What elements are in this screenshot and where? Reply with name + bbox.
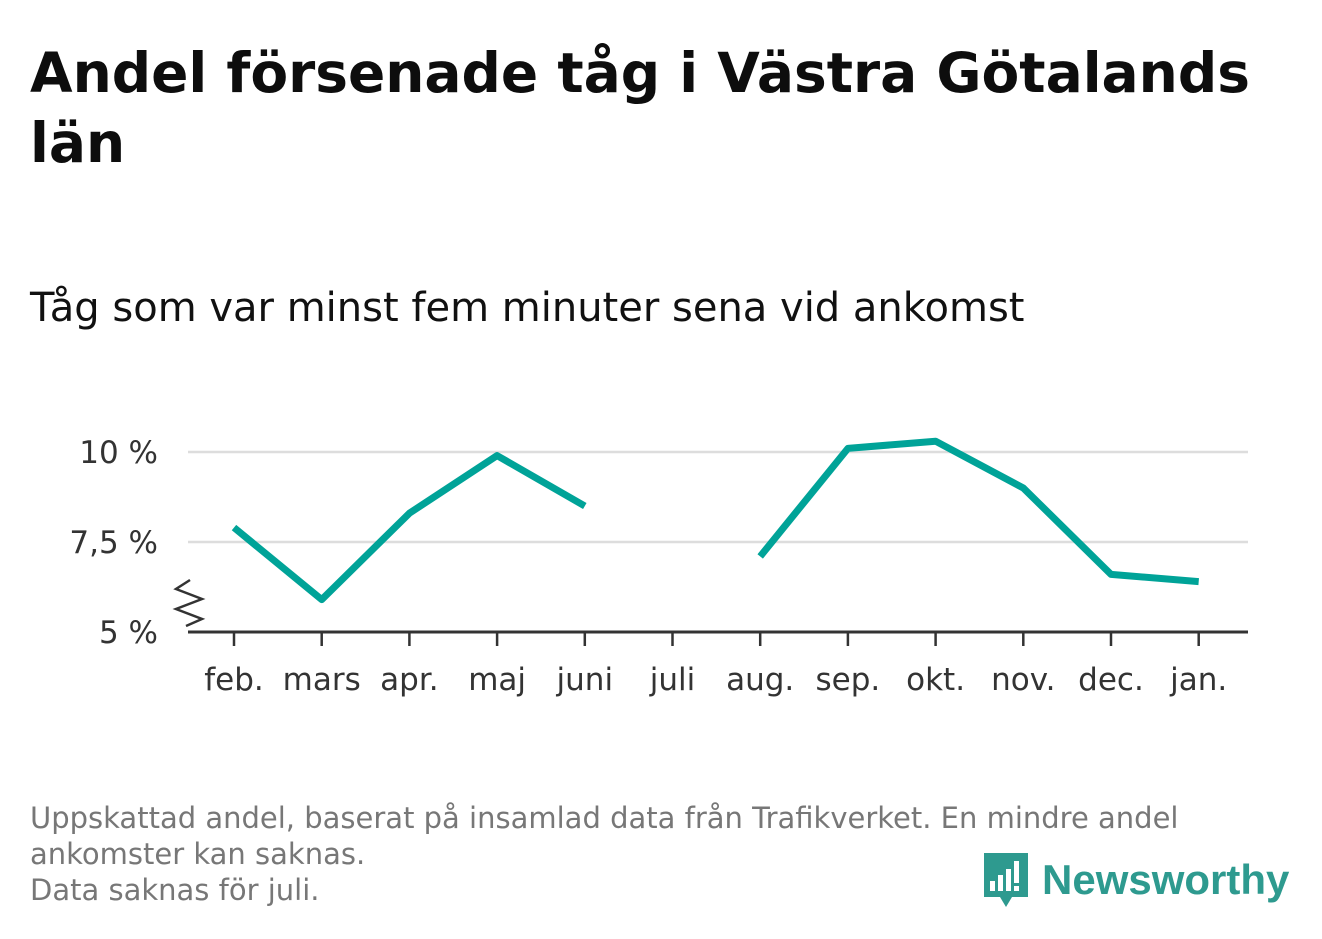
newsworthy-bar-chart-icon xyxy=(984,853,1028,907)
x-tick-label: juli xyxy=(649,662,696,698)
x-tick-label: dec. xyxy=(1078,662,1144,698)
series-line-segment xyxy=(757,437,1199,586)
series-lines xyxy=(231,437,1199,604)
x-tick-label: maj xyxy=(468,662,526,698)
x-tick-label: sep. xyxy=(816,662,881,698)
x-axis: feb. mars apr. maj juni juli aug. sep. okt. nov. d… xyxy=(188,630,1248,698)
axis-break-icon xyxy=(172,578,206,628)
footnote-line-1: Uppskattad andel, baserat på insamlad da… xyxy=(30,801,1179,835)
x-tick-label: aug. xyxy=(726,662,794,698)
footnote: Uppskattad andel, baserat på insamlad da… xyxy=(30,800,1290,908)
y-axis-ticks: 5 % 7,5 % 10 % xyxy=(69,435,206,651)
x-tick-label: apr. xyxy=(380,662,438,698)
chart-title: Andel försenade tåg i Västra Götalands l… xyxy=(30,41,1250,175)
x-tick-label: feb. xyxy=(204,662,264,698)
series-line-segment xyxy=(231,452,587,604)
y-tick-label: 5 % xyxy=(99,615,158,651)
x-tick-label: okt. xyxy=(906,662,965,698)
x-tick-label: juni xyxy=(556,662,614,698)
x-tick-label: nov. xyxy=(991,662,1055,698)
x-tick-label: mars xyxy=(283,662,361,698)
newsworthy-logo: Newsworthy xyxy=(980,850,1289,910)
y-tick-label: 7,5 % xyxy=(69,525,158,561)
footnote-line-2: ankomster kan saknas. xyxy=(30,837,366,871)
x-tick-label: jan. xyxy=(1169,662,1227,698)
logo-text: Newsworthy xyxy=(1042,856,1290,903)
y-tick-label: 10 % xyxy=(79,435,158,471)
chart-subtitle: Tåg som var minst fem minuter sena vid a… xyxy=(30,285,1025,331)
footnote-line-3: Data saknas för juli. xyxy=(30,873,320,907)
gridlines xyxy=(188,450,1248,544)
